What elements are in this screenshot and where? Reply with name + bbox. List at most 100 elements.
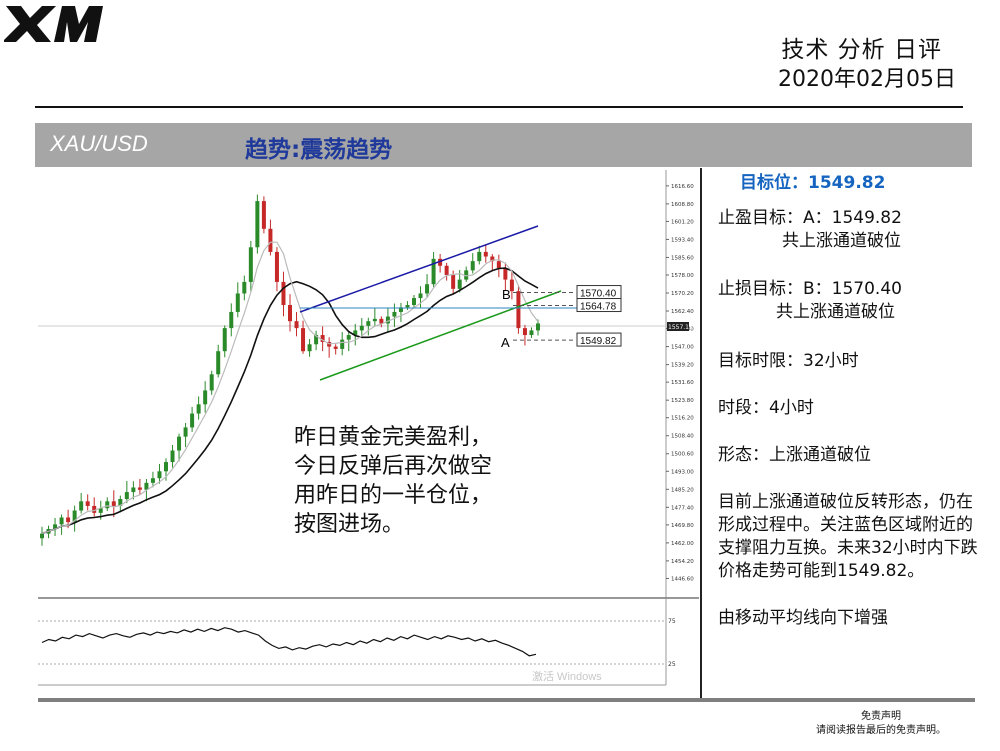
candle-body: [464, 270, 469, 280]
candle-body: [288, 305, 292, 322]
level-label: 1549.82: [580, 336, 617, 347]
price-tick-label: 1601.20: [671, 219, 694, 225]
candle-body: [242, 281, 247, 294]
candle-body: [137, 487, 142, 490]
price-tick-label: 1469.80: [671, 523, 694, 529]
report-title: 技术 分析 日评: [781, 37, 942, 63]
candle-body: [398, 307, 403, 312]
candle-body: [235, 293, 240, 312]
price-tick-label: 1523.80: [671, 398, 694, 404]
candle-body: [222, 328, 227, 352]
level-label: 1570.40: [580, 289, 617, 300]
price-tick-label: 1593.40: [671, 237, 694, 243]
osc-level-25: 25: [668, 661, 676, 668]
stop-loss-note: 共上涨通道破位: [776, 302, 895, 322]
candle-body: [79, 501, 84, 511]
candle-body: [451, 274, 456, 289]
candle-body: [457, 279, 462, 289]
candle-body: [209, 374, 214, 391]
candle-body: [118, 499, 123, 506]
candle-body: [438, 258, 443, 266]
candle-body: [366, 321, 371, 326]
price-axis: 1616.60 1608.80 1601.20 1593.40 1585.60 1578.…: [666, 184, 694, 582]
candle-body: [216, 351, 221, 375]
candle-body: [470, 261, 475, 271]
candle-body: [229, 311, 234, 329]
candle-body: [490, 256, 495, 262]
analysis-text: 目前上涨通道破位反转形态，仍在形成过程中。关注蓝色区域附近的支撑阻力互换。未来3…: [718, 492, 978, 581]
report-date: 2020年02月05日: [778, 67, 956, 92]
level-label: 1564.78: [580, 302, 617, 313]
candle-body: [66, 517, 71, 523]
price-tick-label: 1516.20: [671, 416, 694, 422]
candle-body: [379, 318, 384, 324]
candle-body: [529, 330, 534, 336]
price-tick-label: 1500.60: [671, 452, 694, 458]
candle-body: [418, 293, 423, 299]
stop-loss: 止损目标：B：1570.40: [718, 279, 902, 299]
price-tick-label: 1454.20: [671, 559, 694, 565]
candle-body: [392, 311, 397, 317]
candlesticks: [40, 194, 540, 546]
candle-body: [359, 325, 364, 331]
current-price-tag: 1557.17: [668, 324, 693, 331]
candle-body: [425, 284, 430, 294]
candle-body: [333, 346, 338, 349]
slow-moving-average: [41, 267, 539, 535]
disclaimer: 免责声明 请阅读报告最后的免责声明。: [816, 710, 946, 738]
candle-body: [98, 508, 103, 513]
candle-body: [124, 492, 129, 500]
footer-bar: [38, 698, 975, 702]
target-level: 目标位：1549.82: [740, 173, 886, 193]
commentary-line: 用昨日的一半仓位，: [294, 483, 493, 508]
candle-body: [405, 305, 410, 308]
price-chart: 1616.60 1608.80 1601.20 1593.40 1585.60 1578.…: [38, 170, 699, 696]
price-tick-label: 1493.00: [671, 469, 694, 475]
candle-body: [144, 482, 149, 490]
pattern: 形态：上涨通道破位: [718, 445, 871, 465]
candle-body: [183, 427, 188, 437]
candle-body: [72, 510, 77, 523]
price-tick-label: 1570.20: [671, 291, 694, 297]
take-profit: 止盈目标：A：1549.82: [718, 208, 902, 228]
candle-body: [248, 247, 253, 282]
price-tick-label: 1477.40: [671, 505, 694, 511]
candle-body: [385, 316, 390, 324]
candle-body: [53, 524, 58, 530]
time-limit: 目标时限：32小时: [718, 351, 859, 371]
candle-body: [164, 462, 168, 472]
oscillator-line: [41, 627, 537, 657]
price-tick-label: 1562.40: [671, 309, 694, 315]
candle-body: [536, 323, 540, 331]
candle-body: [516, 291, 521, 329]
price-tick-label: 1608.80: [671, 202, 694, 208]
price-tick-label: 1585.60: [671, 255, 694, 261]
candle-body: [340, 339, 345, 349]
candle-body: [131, 487, 136, 493]
take-profit-note: 共上涨通道破位: [782, 231, 901, 251]
candle-body: [294, 321, 299, 329]
candle-body: [307, 344, 312, 352]
panel-divider: [700, 168, 702, 698]
ma-note: 由移动平均线向下增强: [718, 608, 888, 628]
candle-body: [59, 517, 64, 525]
candle-body: [503, 268, 508, 280]
candle-body: [412, 298, 416, 306]
candle-body: [301, 328, 306, 352]
candle-body: [157, 471, 162, 479]
candle-body: [372, 318, 377, 322]
commentary-overlay: 昨日黄金完美盈利， 今日反弹后再次做空 用昨日的一半仓位， 按图进场。: [294, 423, 492, 539]
candle-body: [496, 261, 501, 269]
price-tick-label: 1508.40: [671, 434, 694, 440]
candle-body: [261, 201, 266, 229]
candle-body: [150, 478, 155, 483]
candle-body: [522, 328, 527, 336]
disclaimer-title: 免责声明: [861, 711, 901, 722]
candle-body: [353, 330, 358, 336]
candle-body: [274, 251, 279, 282]
candle-body: [105, 501, 110, 509]
marker-a: A: [501, 335, 510, 350]
candle-body: [85, 501, 90, 506]
commentary-line: 昨日黄金完美盈利，: [294, 425, 493, 450]
level-box: [576, 332, 622, 347]
